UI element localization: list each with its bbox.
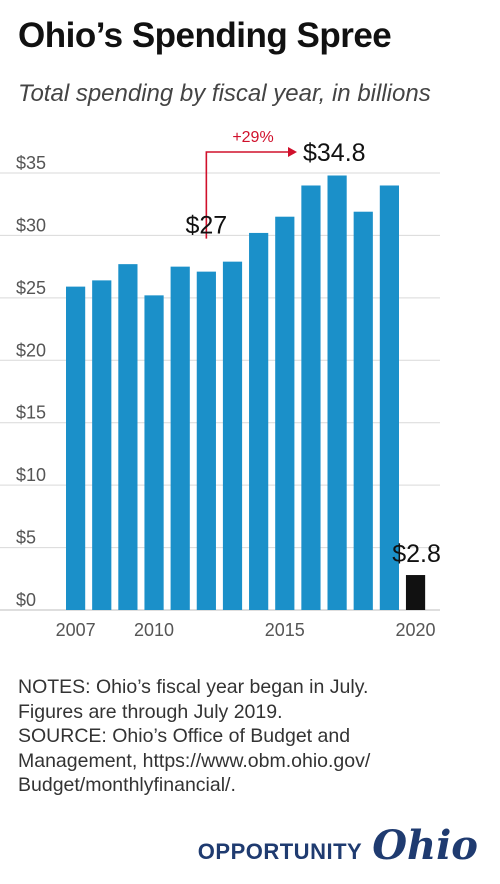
bar (275, 216, 295, 610)
y-tick-label: $5 (16, 528, 36, 548)
notes-line: NOTES: Ohio’s fiscal year began in July. (18, 676, 369, 698)
bar (170, 266, 190, 610)
chart-subtitle: Total spending by fiscal year, in billio… (18, 80, 431, 107)
notes-line: Figures are through July 2019. (18, 700, 283, 723)
change-bracket-line (205, 151, 289, 239)
value-label: $34.8 (303, 139, 366, 167)
x-tick-label: 2007 (56, 620, 96, 640)
bar (222, 261, 243, 610)
source-line: Budget/monthlyfinancial/. (18, 774, 236, 796)
value-label: $27 (185, 212, 227, 240)
source-line: Management, https://www.obm.ohio.gov/ (18, 749, 371, 772)
notes-block: NOTES: Ohio’s fiscal year began in July.… (18, 675, 488, 798)
source-line: SOURCE: Ohio’s Office of Budget and (18, 725, 351, 747)
bar (92, 280, 112, 610)
bar-chart: $0 $5 $10 $15 $20 $25 $30 $35 2007 2010 2015 2020 +2… (0, 129, 441, 640)
chart-title: Ohio’s Spending Spree (18, 16, 392, 55)
brand-script: Ohio (372, 822, 478, 869)
bar (66, 286, 86, 610)
y-tick-label: $10 (16, 465, 46, 485)
y-tick-label: $35 (16, 153, 46, 173)
change-percent-label: +29% (232, 129, 273, 146)
y-tick-label: $15 (16, 403, 46, 423)
bar (249, 232, 269, 610)
x-tick-label: 2010 (134, 620, 174, 640)
bar (118, 264, 138, 610)
brand-logo: OPPORTUNITY Ohio (198, 822, 478, 869)
bar (327, 175, 347, 611)
bar (353, 211, 373, 610)
change-arrow-head (288, 147, 297, 157)
y-tick-label: $30 (16, 215, 46, 235)
brand-wordmark: OPPORTUNITY (197, 839, 363, 864)
bar (196, 271, 216, 610)
bar (144, 295, 164, 610)
y-tick-label: $25 (16, 278, 46, 298)
x-tick-label: 2015 (265, 620, 305, 640)
bar (379, 185, 399, 610)
y-tick-label: $20 (16, 340, 46, 360)
y-tick-label: $0 (16, 590, 36, 610)
bar (301, 185, 321, 610)
bar (405, 575, 426, 610)
value-label: $2.8 (392, 540, 441, 568)
x-tick-label: 2020 (396, 620, 436, 640)
